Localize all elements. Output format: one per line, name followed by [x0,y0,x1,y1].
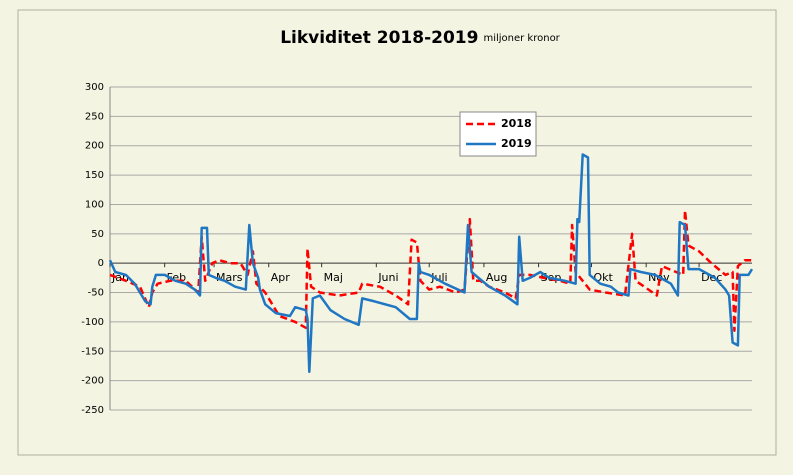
legend-label: 2018 [501,117,532,130]
y-tick-label: 0 [98,258,104,269]
chart-title-group: Likviditet 2018-2019 miljoner kronor [280,28,560,48]
y-tick-label: 150 [85,170,104,181]
y-tick-label: 250 [85,111,104,122]
chart-title: Likviditet 2018-2019 [280,28,478,48]
x-tick-label: Apr [271,271,291,284]
y-tick-label: -50 [88,288,104,299]
x-tick-label: Maj [324,271,343,284]
y-tick-label: 300 [85,82,104,93]
x-tick-label: Juni [377,271,398,284]
y-tick-label: 200 [85,141,104,152]
legend: 2018 2019 [459,111,537,157]
y-tick-label: -200 [81,376,104,387]
plot-area [110,87,752,410]
legend-label: 2019 [501,137,532,150]
legend-box [459,111,537,157]
line-series [109,209,752,332]
y-tick-label: 50 [91,229,104,240]
y-tick-label: 100 [85,199,104,210]
y-tick-label: -100 [81,317,104,328]
line-series [108,153,754,374]
y-tick-label: -250 [81,405,104,416]
y-tick-label: -150 [81,346,104,357]
x-tick-label: Juli [430,271,447,284]
chart-subtitle: miljoner kronor [483,33,560,44]
x-tick-label: Aug [486,271,507,284]
x-tick-label: Okt [594,271,614,284]
